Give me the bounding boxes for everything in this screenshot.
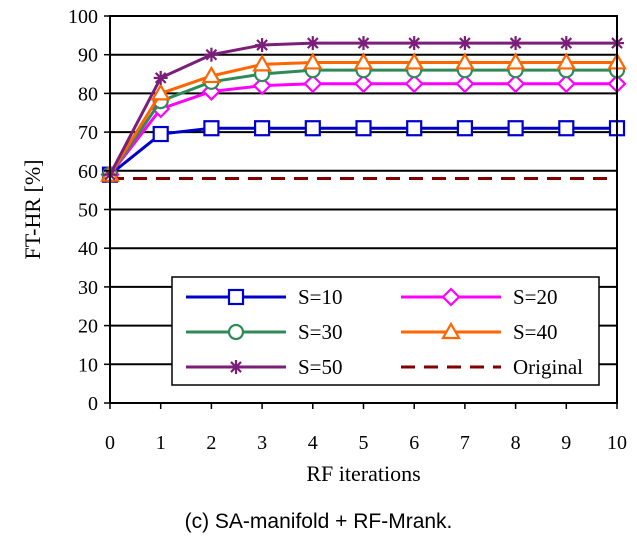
y-tick-label-0: 0 <box>88 393 98 415</box>
point-s-40-x3 <box>252 54 272 72</box>
point-s-50-x3 <box>255 38 270 53</box>
point-s-50-x8 <box>508 36 523 51</box>
point-s-10-x9 <box>558 120 575 137</box>
x-tick-label-9: 9 <box>561 432 571 454</box>
x-tick-label-10: 10 <box>607 432 627 454</box>
x-tick-label-0: 0 <box>105 432 115 454</box>
point-s-20-x3 <box>252 76 272 96</box>
y-tick-label-30: 30 <box>78 277 98 299</box>
point-s-10-x7 <box>456 120 473 137</box>
point-s-20-x6 <box>404 74 424 94</box>
figure-caption: (c) SA-manifold + RF-Mrank. <box>184 510 453 533</box>
point-s-20-x4 <box>303 74 323 94</box>
x-axis-title: RF iterations <box>306 461 420 486</box>
point-s-50-x5 <box>356 36 371 51</box>
y-tick-label-20: 20 <box>78 316 98 338</box>
point-s-40-x1 <box>150 83 171 101</box>
point-s-40-x2 <box>201 65 222 84</box>
point-s-10-x1 <box>152 125 169 143</box>
point-s-40-x6 <box>404 52 425 70</box>
point-s-10-x4 <box>304 120 321 137</box>
legend: S=10 S=20 S=30 S=40 S=50 Original <box>171 276 600 386</box>
point-s-10-x2 <box>203 120 220 137</box>
x-tick-label-4: 4 <box>308 432 318 454</box>
x-tick-label-8: 8 <box>511 432 521 454</box>
point-s-40-x8 <box>505 52 526 70</box>
point-s-40-x4 <box>302 52 323 70</box>
point-s-50-x2 <box>204 47 219 62</box>
point-s-20-x7 <box>455 74 475 94</box>
legend-label-s-40: S=40 <box>513 320 558 344</box>
x-tick-label-7: 7 <box>460 432 470 454</box>
legend-label-s-30: S=30 <box>298 320 343 344</box>
point-s-40-x5 <box>353 52 374 70</box>
x-tick-label-1: 1 <box>156 432 166 454</box>
x-tick-label-3: 3 <box>257 432 267 454</box>
x-tick-label-6: 6 <box>409 432 419 454</box>
y-tick-label-90: 90 <box>78 45 98 67</box>
x-axis-ticks: 0 1 2 3 4 5 6 7 8 9 10 <box>105 403 627 454</box>
point-s-10-x3 <box>254 120 271 137</box>
legend-label-s-50: S=50 <box>298 355 343 379</box>
point-s-50-x6 <box>407 36 422 51</box>
legend-label-original: Original <box>513 355 583 379</box>
legend-marker-s-40 <box>441 321 461 340</box>
legend-marker-s-50 <box>229 360 243 374</box>
legend-marker-s-20 <box>441 287 461 307</box>
y-tick-label-100: 100 <box>68 6 98 28</box>
point-s-20-x8 <box>506 74 526 94</box>
point-s-10-x8 <box>507 120 524 137</box>
x-tick-label-5: 5 <box>359 432 369 454</box>
point-s-50-x4 <box>305 36 320 51</box>
point-s-20-x9 <box>556 74 576 94</box>
point-s-50-x7 <box>457 36 472 51</box>
legend-marker-s-10 <box>227 288 245 306</box>
point-s-50-x1 <box>153 70 168 85</box>
y-axis-ticks: 0 10 20 30 40 50 60 70 80 90 100 <box>68 6 110 415</box>
y-tick-label-50: 50 <box>78 200 98 222</box>
point-s-20-x5 <box>353 74 374 94</box>
point-s-40-x9 <box>556 52 577 70</box>
point-s-40-x7 <box>455 52 475 70</box>
legend-marker-s-30 <box>227 323 245 341</box>
y-tick-label-60: 60 <box>78 161 98 183</box>
y-tick-label-10: 10 <box>78 354 98 376</box>
y-tick-label-70: 70 <box>78 122 98 144</box>
point-s-10-x6 <box>406 120 423 137</box>
legend-label-s-10: S=10 <box>298 285 343 309</box>
y-axis-title: FT-HR [%] <box>20 159 45 259</box>
legend-label-s-20: S=20 <box>513 285 558 309</box>
series-layer <box>100 36 627 185</box>
y-tick-label-80: 80 <box>78 83 98 105</box>
y-tick-label-40: 40 <box>78 238 98 260</box>
point-s-10-x5 <box>355 120 372 137</box>
point-s-50-x9 <box>559 36 574 51</box>
x-tick-label-2: 2 <box>206 432 216 454</box>
